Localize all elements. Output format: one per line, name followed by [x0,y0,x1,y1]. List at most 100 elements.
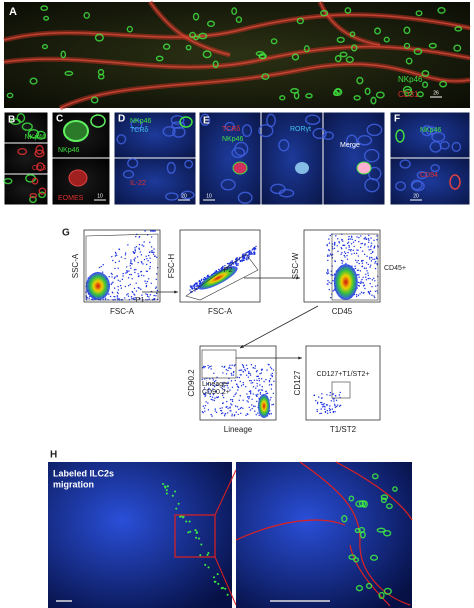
event [255,413,257,416]
event [269,399,271,401]
event [250,250,252,252]
event [155,256,158,258]
event [326,245,328,247]
event [137,261,139,264]
event [363,267,366,269]
event [250,380,252,382]
cell [220,587,223,590]
event [360,235,362,237]
cell [29,192,38,199]
event [323,403,325,405]
event [226,384,228,387]
event [231,400,234,403]
event [268,379,271,382]
event [340,246,342,249]
event [376,263,378,266]
event [150,282,152,284]
event [260,378,263,380]
cell [193,35,199,41]
event [243,259,245,262]
event [112,281,114,283]
cell [339,51,348,58]
event [155,278,157,281]
event [227,387,229,389]
arrowhead [298,356,302,360]
event [247,372,250,375]
event [112,259,114,262]
event [359,270,362,272]
event [239,407,242,410]
event [247,376,250,378]
event [121,278,123,281]
event [251,382,254,384]
event [213,372,215,375]
cell [216,573,219,576]
event [335,399,338,402]
event [265,392,267,395]
event [110,283,112,286]
event [370,252,372,255]
event [248,390,251,393]
event [371,294,373,297]
gate-label: CD127+T1/ST2+ [317,371,370,378]
event [230,372,233,375]
event [358,236,360,239]
event [329,391,332,394]
marker-label: IL-22 [130,180,146,187]
event [361,278,363,281]
event [86,297,89,299]
event [139,251,141,253]
event [327,259,329,262]
cell [359,531,366,539]
arrow [239,305,319,349]
cell [261,73,270,81]
event [215,384,218,386]
event [140,274,143,276]
event [316,410,318,413]
event [376,239,378,241]
event [364,244,366,246]
event [362,292,365,294]
event [249,409,252,411]
event [133,258,135,261]
caption: Labeled ILC2s [53,468,114,478]
event [250,382,252,384]
event [210,413,212,416]
cell [182,515,185,518]
event [245,414,247,417]
event [257,375,259,378]
event [233,395,235,398]
cell [116,134,127,145]
event [234,405,237,407]
cell [366,123,383,137]
event [357,249,359,251]
cell [439,140,450,150]
panel-letter: F [394,114,400,125]
event [143,275,145,277]
event [117,279,119,281]
event [114,276,116,278]
event [202,405,205,407]
event [140,260,143,263]
cell [278,139,290,152]
cell [232,161,248,175]
event [146,257,148,260]
gate-label: P1 [136,297,145,304]
event [243,256,245,259]
event [116,295,118,297]
event [245,386,247,388]
event [358,240,360,243]
event [214,410,216,412]
event [135,290,138,292]
event [207,364,209,367]
event [328,255,330,257]
cell [202,50,212,59]
event [104,297,107,299]
event [235,264,238,266]
event [145,285,148,288]
event [226,400,228,403]
cell [172,126,186,138]
cell [454,26,463,32]
cell [415,10,423,17]
event [199,280,201,283]
